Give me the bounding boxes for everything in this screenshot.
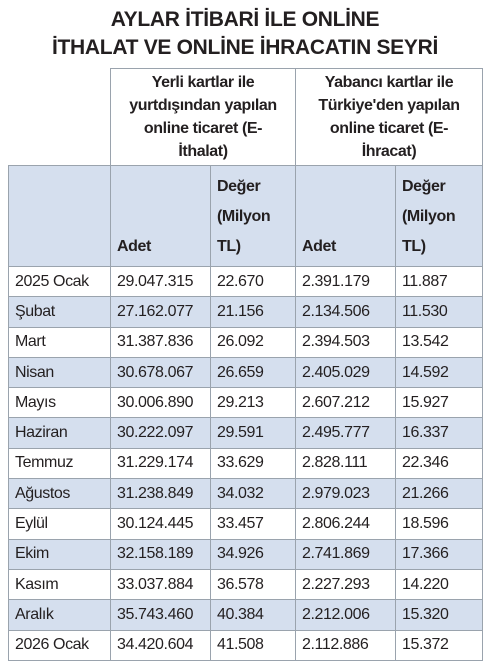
row-label: Ekim xyxy=(8,538,111,570)
row-label: Şubat xyxy=(8,296,111,328)
row-label: 2025 Ocak xyxy=(8,265,111,298)
table-row: Kasım 33.037.884 36.578 2.227.293 14.220 xyxy=(8,568,483,601)
group-header: Yabancı kartlar ile Türkiye'den yapılan … xyxy=(295,68,483,166)
table-row: Mayıs 30.006.890 29.213 2.607.212 15.927 xyxy=(8,387,483,419)
row-label: Aralık xyxy=(8,599,111,631)
cell: 11.530 xyxy=(395,296,483,328)
corner xyxy=(8,68,111,166)
cell: 2.495.777 xyxy=(295,417,396,449)
cell: 29.047.315 xyxy=(110,265,211,298)
table-row: Aralık 35.743.460 40.384 2.212.006 15.320 xyxy=(8,599,483,631)
title-line: İTHALAT VE ONLİNE İHRACATIN SEYRİ xyxy=(52,36,438,59)
row-label: Mart xyxy=(8,326,111,358)
cell: 35.743.460 xyxy=(110,599,211,631)
table-row: Ağustos 31.238.849 34.032 2.979.023 21.266 xyxy=(8,478,483,510)
cell: 16.337 xyxy=(395,417,483,449)
cell: 14.592 xyxy=(395,356,483,389)
cell: 2.227.293 xyxy=(295,568,396,601)
cell: 2.806.244 xyxy=(295,508,396,540)
cell: 2.979.023 xyxy=(295,478,396,510)
cell: 29.213 xyxy=(210,387,296,419)
cell: 15.927 xyxy=(395,387,483,419)
cell: 22.670 xyxy=(210,265,296,298)
cell: 22.346 xyxy=(395,447,483,480)
cell: 14.220 xyxy=(395,568,483,601)
row-label: Mayıs xyxy=(8,387,111,419)
column-header: Adet xyxy=(295,165,396,267)
table-row: Nisan 30.678.067 26.659 2.405.029 14.592 xyxy=(8,356,483,389)
table-row: Haziran 30.222.097 29.591 2.495.777 16.337 xyxy=(8,417,483,449)
row-label: Eylül xyxy=(8,508,111,540)
cell: 2.828.111 xyxy=(295,447,396,480)
cell: 29.591 xyxy=(210,417,296,449)
cell: 33.037.884 xyxy=(110,568,211,601)
cell: 31.387.836 xyxy=(110,326,211,358)
table-row: 2025 Ocak 29.047.315 22.670 2.391.179 11.887 xyxy=(8,265,483,298)
title-line: AYLAR İTİBARİ İLE ONLİNE xyxy=(110,8,380,31)
cell: 2.134.506 xyxy=(295,296,396,328)
cell: 2.741.869 xyxy=(295,538,396,570)
title: AYLAR İTİBARİ İLE ONLİNE İTHALAT VE ONLİ… xyxy=(0,0,490,68)
cell: 18.596 xyxy=(395,508,483,540)
cell: 36.578 xyxy=(210,568,296,601)
table-row: Mart 31.387.836 26.092 2.394.503 13.542 xyxy=(8,326,483,358)
cell: 33.629 xyxy=(210,447,296,480)
column-row: Adet Değer (Milyon TL) Adet Değer (Milyon T… xyxy=(8,165,483,267)
cell: 27.162.077 xyxy=(110,296,211,328)
cell: 30.124.445 xyxy=(110,508,211,540)
cell: 30.222.097 xyxy=(110,417,211,449)
cell: 26.659 xyxy=(210,356,296,389)
cell: 31.238.849 xyxy=(110,478,211,510)
group-header: Yerli kartlar ile yurtdışından yapılan o… xyxy=(110,68,296,166)
cell: 13.542 xyxy=(395,326,483,358)
cell: 32.158.189 xyxy=(110,538,211,570)
cell: 21.156 xyxy=(210,296,296,328)
column-header: Değer (Milyon TL) xyxy=(210,165,296,267)
cell: 2.394.503 xyxy=(295,326,396,358)
cell: 30.006.890 xyxy=(110,387,211,419)
row-label: Haziran xyxy=(8,417,111,449)
cell: 30.678.067 xyxy=(110,356,211,389)
table-row: Ekim 32.158.189 34.926 2.741.869 17.366 xyxy=(8,538,483,570)
cell: 2.391.179 xyxy=(295,265,396,298)
row-label: Nisan xyxy=(8,356,111,389)
cell: 33.457 xyxy=(210,508,296,540)
cell: 31.229.174 xyxy=(110,447,211,480)
cell: 2.607.212 xyxy=(295,387,396,419)
table-row: Şubat 27.162.077 21.156 2.134.506 11.530 xyxy=(8,296,483,328)
table-body: 2025 Ocak 29.047.315 22.670 2.391.179 11.887… xyxy=(8,265,483,661)
cell: 2.405.029 xyxy=(295,356,396,389)
column-header: Adet xyxy=(110,165,211,267)
cell: 2.212.006 xyxy=(295,599,396,631)
cell: 11.887 xyxy=(395,265,483,298)
group-row: Yerli kartlar ile yurtdışından yapılan o… xyxy=(8,68,483,166)
row-label: Kasım xyxy=(8,568,111,601)
row-label: Temmuz xyxy=(8,447,111,480)
cell: 15.320 xyxy=(395,599,483,631)
cell: 26.092 xyxy=(210,326,296,358)
cell: 34.926 xyxy=(210,538,296,570)
cell: 40.384 xyxy=(210,599,296,631)
row-label: Ağustos xyxy=(8,478,111,510)
table-row: Eylül 30.124.445 33.457 2.806.244 18.596 xyxy=(8,508,483,540)
cell: 34.032 xyxy=(210,478,296,510)
table: Yerli kartlar ile yurtdışından yapılan o… xyxy=(8,68,483,661)
cell: 21.266 xyxy=(395,478,483,510)
table-row: Temmuz 31.229.174 33.629 2.828.111 22.346 xyxy=(8,447,483,480)
corner xyxy=(8,165,111,267)
column-header: Değer (Milyon TL) xyxy=(395,165,483,267)
cell: 17.366 xyxy=(395,538,483,570)
